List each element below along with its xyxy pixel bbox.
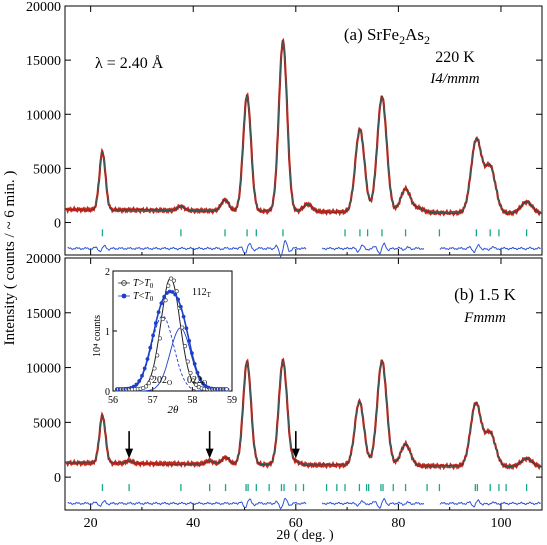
marker-arrow-head	[291, 448, 300, 459]
inset-x-tick-label: 58	[187, 395, 197, 406]
inset-point-above	[149, 375, 154, 380]
y-tick-label: 10000	[26, 362, 61, 377]
inset-point-below	[134, 382, 139, 387]
inset-ylabel: 10⁴ counts	[92, 315, 103, 357]
inset-legend: T>T0 T<T0	[118, 278, 154, 303]
inset-point-above	[163, 298, 168, 303]
panel-b-frame	[64, 257, 543, 511]
inset-point-above	[166, 283, 171, 288]
inset-point-below	[156, 310, 161, 314]
marker-arrow-head	[125, 448, 134, 459]
x-tick-label: 100	[490, 516, 511, 531]
inset-point-below	[181, 314, 186, 319]
inset-point-below	[178, 304, 183, 309]
x-tick-label: 40	[186, 516, 200, 531]
inset-frame	[112, 270, 233, 392]
inset-point-above	[191, 378, 196, 383]
y-tick-label: 15000	[26, 307, 61, 322]
inset-point-below	[162, 294, 167, 299]
inset-y-tick-label: 1	[105, 327, 110, 338]
inset-point-below	[167, 289, 172, 294]
x-tick-label: 20	[84, 516, 98, 531]
y-tick-label: 5000	[33, 162, 61, 177]
wavelength-label: λ = 2.40 Å	[95, 54, 164, 72]
inset-y-tick-label: 0	[105, 387, 110, 398]
calc-overlay	[66, 360, 541, 467]
inset-point-above	[160, 317, 165, 322]
inset-point-below	[148, 345, 153, 350]
legend-label-above: T>T0	[133, 278, 154, 290]
inset-point-below	[159, 301, 164, 306]
difference-curve	[67, 497, 541, 510]
inset-point-below	[190, 351, 194, 355]
y-tick-label: 20000	[26, 252, 61, 267]
difference-curve	[67, 239, 541, 258]
y-axis-title: Intensity ( counts / ~ 6 min. )	[2, 171, 18, 346]
inset-point-below	[184, 326, 189, 331]
inset-point-below	[137, 379, 142, 383]
inset-point-above	[157, 336, 163, 341]
inset-point-above	[174, 289, 179, 294]
y-tick-label: 20000	[26, 0, 61, 15]
panel-a-curves	[65, 37, 542, 258]
panel-a-label: (a) SrFe2As2	[344, 25, 430, 47]
panel-a-axis-ticks: 0 5000 10000 15000 20000	[26, 0, 542, 255]
marker-arrow-head	[205, 448, 214, 459]
panel-b-arrows	[125, 431, 300, 459]
inset-point-below	[165, 291, 169, 295]
panel-a-space-group: I4/mmm	[429, 71, 479, 87]
inset-curves	[115, 276, 230, 392]
y-tick-label: 5000	[33, 416, 61, 431]
panel-b-curves	[64, 357, 542, 510]
inset-x-tick-label: 56	[108, 395, 118, 406]
panel-a-temperature: 220 K	[435, 49, 475, 66]
inset-x-tick-label: 57	[148, 395, 158, 406]
y-tick-label: 0	[54, 217, 61, 232]
inset-point-below	[195, 370, 200, 375]
inset-point-above	[194, 382, 199, 387]
legend-label-below: T<T0	[133, 291, 154, 303]
inset-point-below	[192, 362, 197, 366]
calc-overlay	[66, 41, 541, 214]
inset-point-below	[145, 357, 150, 361]
inset-xlabel: 2θ	[168, 404, 180, 416]
inset-point-below	[187, 339, 192, 343]
inset-point-above	[169, 276, 174, 281]
inset-point-below	[203, 384, 208, 388]
y-tick-label: 0	[54, 471, 61, 486]
inset-y-tick-label: 2	[105, 267, 110, 278]
y-tick-label: 10000	[26, 108, 61, 123]
inset-point-below	[140, 373, 144, 378]
inset-point-below	[170, 290, 175, 294]
panel-b-space-group: Fmmm	[463, 310, 506, 326]
x-axis-title: 2θ ( deg. )	[276, 528, 334, 543]
inset-x-tick-label: 59	[227, 395, 237, 406]
inset-point-below	[201, 381, 205, 386]
inset-point-above	[152, 366, 157, 371]
inset-point-above	[188, 370, 193, 375]
inset-point-above	[155, 353, 160, 358]
inset-point-above	[144, 384, 149, 389]
x-tick-label: 80	[391, 516, 405, 531]
inset-point-below	[153, 321, 158, 326]
inset-point-below	[142, 366, 147, 371]
inset-point-below	[173, 292, 178, 297]
inset-point-above	[182, 344, 188, 349]
inset-point-below	[198, 377, 203, 381]
y-tick-label: 15000	[26, 54, 61, 69]
panel-a-frame	[64, 5, 543, 256]
panel-b-label: (b) 1.5 K	[454, 285, 517, 304]
inset-point-below	[151, 333, 156, 338]
inset-point-above	[224, 387, 229, 392]
inset-point-above	[171, 278, 176, 283]
x-tick-label: 60	[289, 516, 303, 531]
inset-point-above	[185, 359, 190, 364]
inset-point-above	[180, 325, 185, 330]
inset-point-below	[176, 297, 181, 302]
inset-point-above	[146, 381, 151, 386]
